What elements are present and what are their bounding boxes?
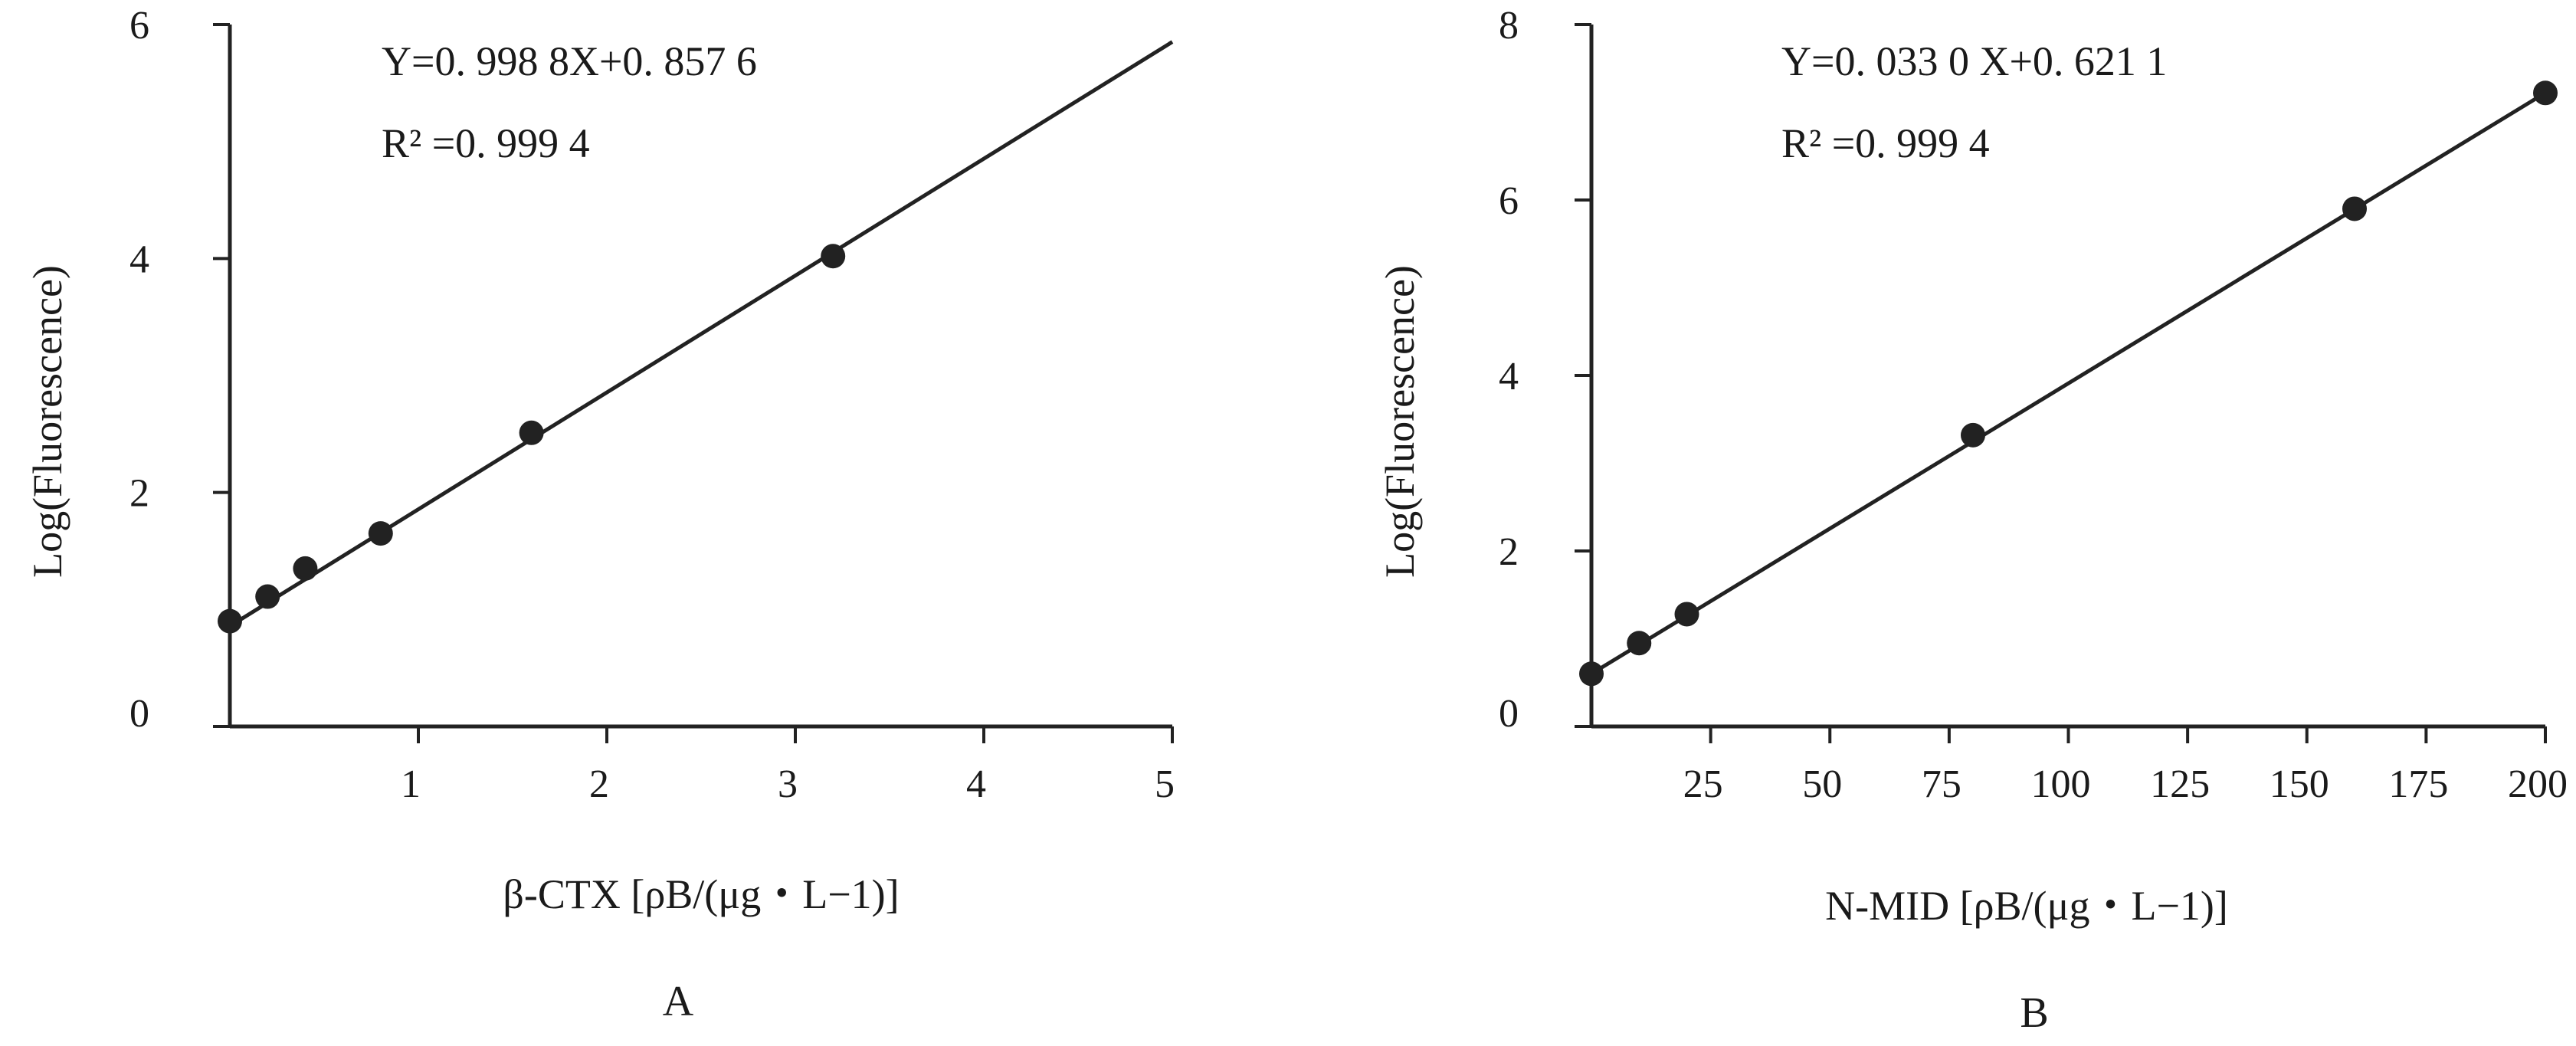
y-tick-label: 6 — [129, 4, 149, 48]
y-tick-label: 0 — [129, 692, 149, 736]
y-tick-label: 8 — [1499, 4, 1519, 48]
chart-panel-a: 0 2 4 6 1 2 3 4 5 Y=0. 998 8X+0. 857 6 R² =0. 999 … — [25, 4, 1175, 1025]
x-tick-label: 200 — [2508, 762, 2568, 806]
x-tick-label: 1 — [401, 762, 421, 806]
y-tick-label: 0 — [1499, 692, 1519, 736]
data-point — [368, 521, 393, 546]
panel-label: B — [2020, 989, 2048, 1037]
x-tick-label: 25 — [1683, 762, 1723, 806]
data-point — [1961, 422, 1985, 448]
data-point — [293, 556, 318, 581]
y-axis-title: Log(Fluorescence) — [25, 265, 70, 578]
r-squared: R² =0. 999 4 — [1781, 120, 1990, 166]
x-tick-label: 50 — [1802, 762, 1842, 806]
data-point — [519, 420, 544, 445]
y-tick-label: 4 — [1499, 355, 1519, 398]
x-tick-label: 75 — [1922, 762, 1961, 806]
y-tick-label: 4 — [129, 238, 149, 281]
x-tick-label: 5 — [1155, 762, 1175, 806]
x-axis-title: N-MID [ρB/(μg・L−1)] — [1825, 883, 2228, 929]
data-point — [1674, 602, 1699, 627]
y-axis-title: Log(Fluorescence) — [1377, 265, 1423, 578]
regression-equation: Y=0. 033 0 X+0. 621 1 — [1781, 38, 2167, 84]
r-squared: R² =0. 999 4 — [382, 120, 590, 166]
x-tick-label: 4 — [966, 762, 986, 806]
x-tick-label: 150 — [2270, 762, 2329, 806]
x-axis-title: β-CTX [ρB/(μg・L−1)] — [503, 871, 899, 917]
y-tick-label: 2 — [1499, 530, 1519, 574]
x-tick-label: 125 — [2150, 762, 2210, 806]
x-tick-label: 175 — [2388, 762, 2448, 806]
x-tick-label: 2 — [589, 762, 609, 806]
chart-panel-b: 0 2 4 6 8 25 50 75 100 125 150 175 200 Y=0. 033 0 X+0… — [1377, 4, 2568, 1037]
data-point — [2533, 80, 2558, 106]
data-point — [255, 584, 280, 609]
data-point — [821, 244, 846, 269]
data-point — [1579, 661, 1604, 687]
x-tick-label: 3 — [778, 762, 798, 806]
y-tick-label: 2 — [129, 472, 149, 516]
regression-equation: Y=0. 998 8X+0. 857 6 — [382, 38, 757, 84]
x-tick-label: 100 — [2031, 762, 2091, 806]
fit-line — [1590, 91, 2547, 676]
data-point — [218, 608, 242, 634]
y-tick-label: 6 — [1499, 179, 1519, 223]
panel-label: A — [663, 978, 694, 1025]
data-point — [2342, 196, 2367, 221]
data-point — [1627, 631, 1652, 656]
